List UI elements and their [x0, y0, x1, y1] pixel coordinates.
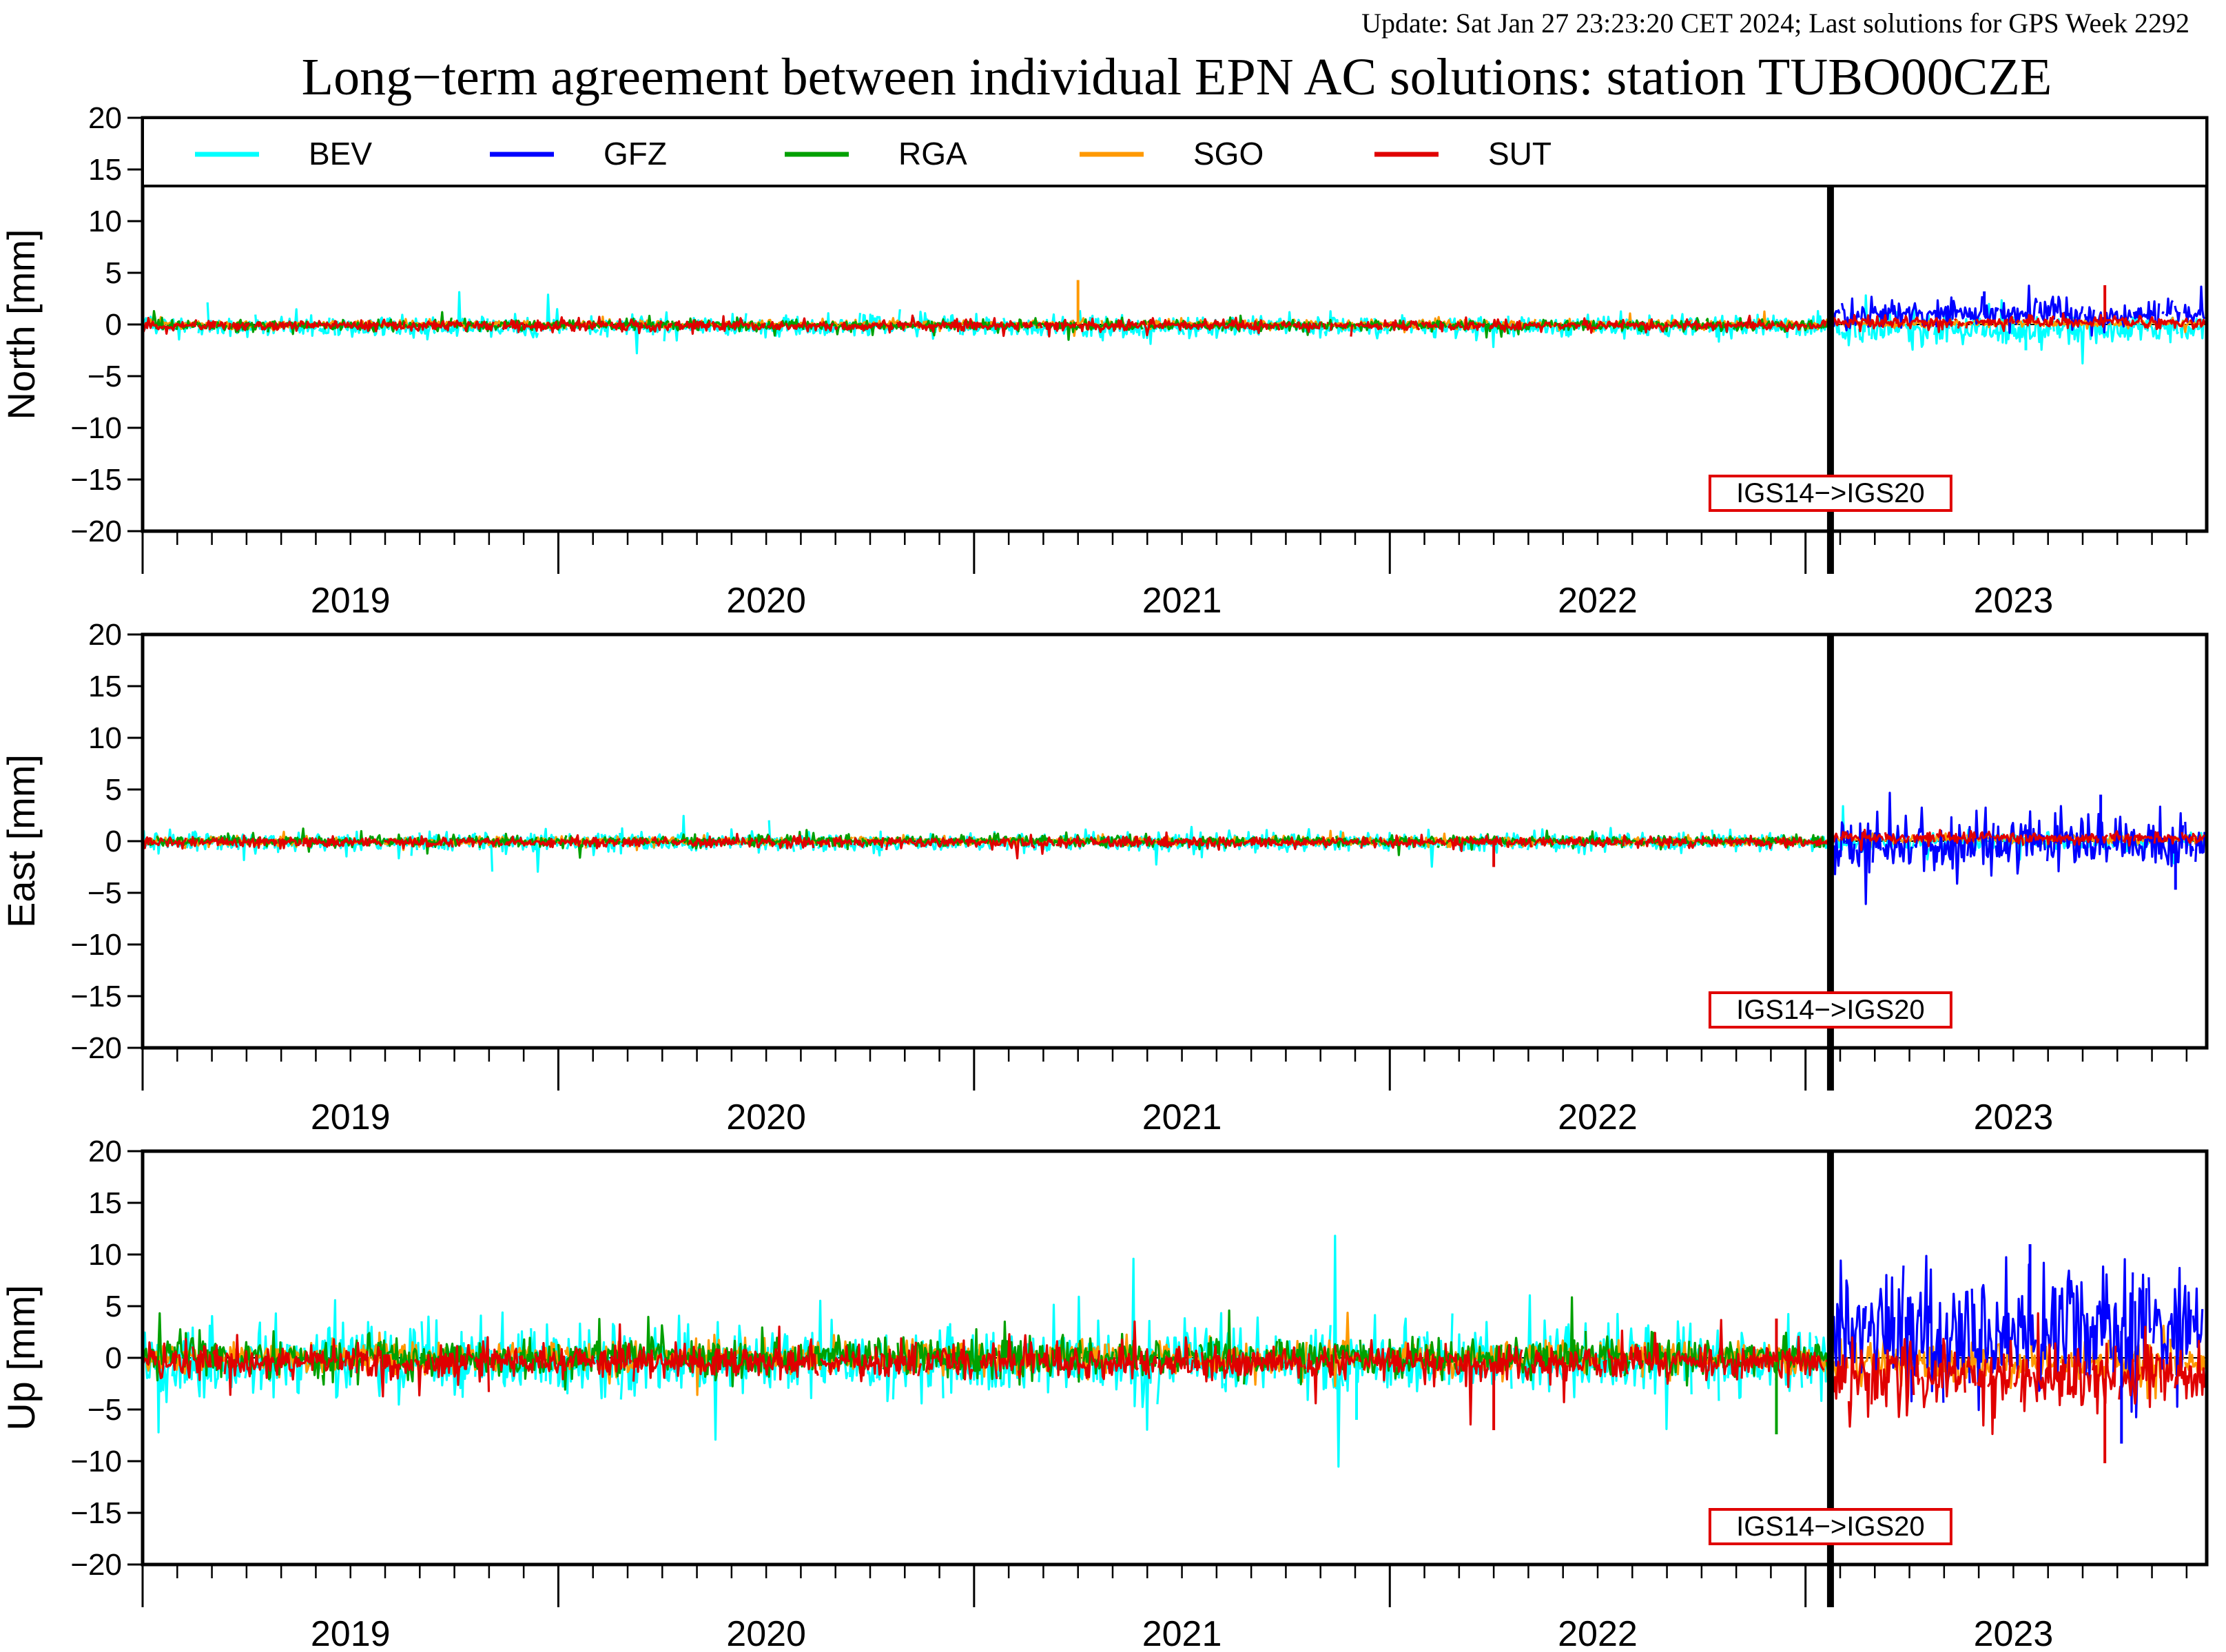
y-tick-label: 10: [88, 1238, 122, 1272]
series-group: [143, 280, 2206, 365]
x-tick-label: 2020: [726, 1614, 806, 1652]
series-group: [143, 1236, 2205, 1467]
y-tick-label: −20: [70, 515, 122, 548]
y-tick-label: −5: [87, 1393, 122, 1427]
x-tick-label: 2019: [311, 1097, 391, 1137]
series-line-sut: [143, 829, 2206, 860]
legend-label-sut: SUT: [1488, 136, 1552, 172]
y-tick-label: 20: [88, 618, 122, 652]
y-axis-label: North [mm]: [0, 229, 43, 420]
chart-title: Long−term agreement between individual E…: [302, 48, 2052, 106]
y-tick-label: 15: [88, 670, 122, 703]
y-tick-label: −10: [70, 1445, 122, 1478]
panel-north: IGS14−>IGS20 20 15 10 5 0 −5 −10 −15 −20 North [mm…: [0, 101, 2209, 621]
y-tick-label: −10: [70, 411, 122, 445]
y-tick-label: −15: [70, 980, 122, 1013]
event-label-box: [1708, 991, 1952, 1029]
y-tick-label: −20: [70, 1548, 122, 1582]
y-axis-label: East [mm]: [0, 754, 43, 928]
update-timestamp: Update: Sat Jan 27 23:23:20 CET 2024; La…: [1361, 8, 2189, 39]
x-tick-label: 2022: [1558, 1614, 1638, 1652]
x-tick-label: 2019: [311, 581, 391, 621]
y-tick-label: 10: [88, 205, 122, 238]
x-tick-label: 2019: [311, 1614, 391, 1652]
legend-label-rga: RGA: [898, 136, 967, 172]
series-line-gfz: [1829, 792, 2206, 905]
y-tick-label: 15: [88, 1186, 122, 1220]
y-tick-label: 0: [105, 825, 122, 858]
legend: BEV GFZ RGA SGO SUT: [195, 136, 1552, 172]
x-tick-label: 2023: [1974, 1614, 2054, 1652]
x-tick-label: 2021: [1142, 1097, 1222, 1137]
y-tick-label: 15: [88, 153, 122, 187]
series-group: [143, 792, 2206, 905]
series-line-sut: [143, 1312, 2206, 1436]
panel-east: IGS14−>IGS20 20 15 10 5 0 −5 −10 −15 −20 East [mm]…: [0, 618, 2209, 1137]
x-tick-label: 2023: [1974, 581, 2054, 621]
x-tick-label: 2023: [1974, 1097, 2054, 1137]
event-label-box: [1708, 475, 1952, 512]
legend-box: [141, 116, 2208, 187]
event-label-box: [1708, 1508, 1952, 1545]
series-line-sut: [143, 312, 2206, 338]
legend-label-sgo: SGO: [1193, 136, 1264, 172]
y-tick-label: −20: [70, 1031, 122, 1065]
y-tick-label: −5: [87, 360, 122, 393]
y-tick-label: 10: [88, 721, 122, 755]
y-tick-label: 5: [105, 773, 122, 807]
y-tick-label: −15: [70, 463, 122, 497]
y-tick-label: −10: [70, 928, 122, 962]
legend-label-bev: BEV: [309, 136, 372, 172]
event-label: IGS14−>IGS20: [1736, 1511, 1925, 1542]
y-tick-label: −5: [87, 876, 122, 910]
y-tick-label: 0: [105, 1341, 122, 1375]
x-tick-label: 2021: [1142, 581, 1222, 621]
y-tick-label: 20: [88, 101, 122, 135]
event-label: IGS14−>IGS20: [1736, 478, 1925, 508]
y-axis-label: Up [mm]: [0, 1285, 43, 1431]
x-tick-label: 2020: [726, 581, 806, 621]
panel-up: IGS14−>IGS20 20 15 10 5 0 −5 −10 −15 −20 Up [mm] 20…: [0, 1135, 2209, 1652]
y-tick-label: 20: [88, 1135, 122, 1168]
x-tick-label: 2022: [1558, 581, 1638, 621]
y-tick-label: −15: [70, 1496, 122, 1530]
x-tick-label: 2020: [726, 1097, 806, 1137]
y-tick-label: 5: [105, 1290, 122, 1323]
y-tick-label: 0: [105, 308, 122, 342]
x-tick-label: 2021: [1142, 1614, 1222, 1652]
x-tick-label: 2022: [1558, 1097, 1638, 1137]
panels: IGS14−>IGS20 20 15 10 5 0 −5 −10 −15 −20 North [mm…: [0, 101, 2209, 1652]
legend-label-gfz: GFZ: [604, 136, 667, 172]
event-label: IGS14−>IGS20: [1736, 995, 1925, 1025]
y-tick-label: 5: [105, 256, 122, 290]
